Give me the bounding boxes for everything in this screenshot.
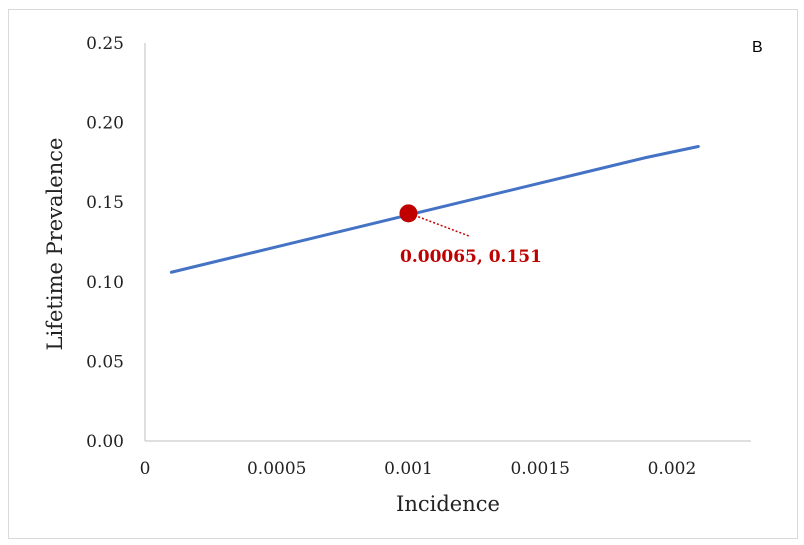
y-tick-label: 0.10 xyxy=(86,273,124,293)
y-tick-label: 0.25 xyxy=(86,34,124,54)
x-tick-label: 0.0005 xyxy=(247,459,306,479)
x-tick-label: 0.0015 xyxy=(510,459,569,479)
line-chart: 0.00 0.05 0.10 0.15 0.20 0.25 0 0.0005 0.001 0.0… xyxy=(43,34,763,516)
y-tick-label: 0.20 xyxy=(86,114,124,134)
x-tick-label: 0.001 xyxy=(384,459,433,479)
annotation-leader-line xyxy=(414,214,470,237)
annotation-group xyxy=(399,204,470,237)
y-tick-label: 0.00 xyxy=(86,432,124,452)
series-line xyxy=(169,144,700,274)
y-tick-label: 0.05 xyxy=(86,352,124,372)
y-axis-title: Lifetime Prevalence xyxy=(43,138,67,351)
highlight-point xyxy=(399,204,418,223)
panel-label: B xyxy=(752,39,763,56)
y-tick-labels: 0.00 0.05 0.10 0.15 0.20 0.25 xyxy=(86,34,124,452)
x-tick-labels: 0 0.0005 0.001 0.0015 0.002 xyxy=(140,459,697,479)
x-axis-title: Incidence xyxy=(396,492,500,516)
x-tick-label: 0 xyxy=(140,459,151,479)
series-group xyxy=(169,144,700,274)
x-tick-label: 0.002 xyxy=(648,459,697,479)
chart-frame: 0.00 0.05 0.10 0.15 0.20 0.25 0 0.0005 0.001 0.0… xyxy=(8,9,798,539)
point-annotation-label: 0.00065, 0.151 xyxy=(400,247,542,267)
y-tick-label: 0.15 xyxy=(86,193,124,213)
